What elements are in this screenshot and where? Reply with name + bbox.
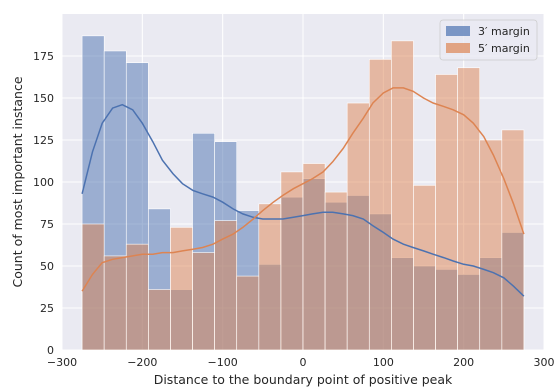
- histogram-bars: [81, 35, 525, 351]
- x-tick-label: 200: [453, 356, 474, 369]
- bar-5-prime-margin: [280, 171, 304, 351]
- x-tick-label: 0: [300, 356, 307, 369]
- x-axis-label: Distance to the boundary point of positi…: [154, 372, 453, 387]
- legend-swatch-3-prime: [446, 26, 470, 36]
- y-axis-label: Count of most important instance: [10, 76, 25, 287]
- bar-5-prime-margin: [192, 252, 215, 351]
- legend: 3′ margin 5′ margin: [439, 19, 538, 61]
- bar-5-prime-margin: [302, 163, 326, 351]
- bar-5-prime-margin: [103, 255, 127, 351]
- x-tick-labels: −300 −200 −100 0 100 200 300: [47, 356, 555, 369]
- kde-lines: [81, 87, 525, 297]
- y-tick-label: 50: [40, 260, 54, 273]
- bar-5-prime-margin: [125, 243, 149, 351]
- y-tick-label: 175: [33, 50, 54, 63]
- kde-line-5-prime-margin: [81, 87, 525, 292]
- bar-5-prime-margin: [148, 289, 171, 351]
- legend-swatch-5-prime: [446, 43, 470, 53]
- bar-5-prime-margin: [236, 275, 260, 351]
- bar-5-prime-margin: [435, 74, 458, 351]
- y-tick-label: 100: [33, 176, 54, 189]
- x-tick-label: −200: [127, 356, 157, 369]
- y-tick-label: 125: [33, 134, 54, 147]
- kde-line-3-prime-margin: [81, 103, 525, 297]
- bar-5-prime-margin: [457, 67, 481, 351]
- legend-label-5-prime: 5′ margin: [478, 42, 530, 55]
- y-tick-label: 0: [47, 344, 54, 357]
- y-tick-label: 25: [40, 302, 54, 315]
- x-tick-label: 300: [534, 356, 555, 369]
- y-tick-labels: 0 25 50 75 100 125 150 175: [33, 50, 54, 357]
- bar-5-prime-margin: [501, 129, 525, 351]
- bar-5-prime-margin: [479, 139, 503, 351]
- legend-label-3-prime: 3′ margin: [478, 25, 530, 38]
- bar-5-prime-margin: [258, 203, 282, 351]
- y-tick-label: 150: [33, 92, 54, 105]
- x-tick-label: 100: [373, 356, 394, 369]
- bar-5-prime-margin: [324, 191, 348, 351]
- bar-5-prime-margin: [214, 220, 238, 351]
- x-tick-label: −100: [208, 356, 238, 369]
- bar-5-prime-margin: [413, 185, 436, 351]
- x-tick-label: −300: [47, 356, 77, 369]
- y-tick-label: 75: [40, 218, 54, 231]
- bar-5-prime-margin: [346, 102, 370, 351]
- bar-5-prime-margin: [170, 227, 193, 351]
